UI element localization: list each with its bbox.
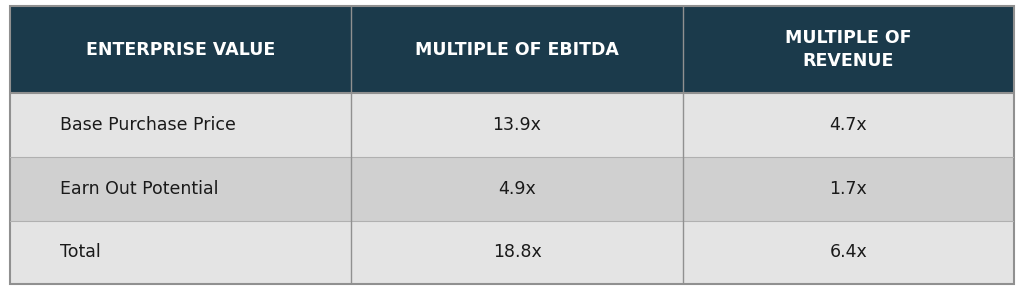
Bar bbox=[10, 6, 351, 93]
Bar bbox=[683, 6, 1014, 93]
Bar bbox=[10, 157, 351, 221]
Text: 18.8x: 18.8x bbox=[493, 243, 542, 261]
Text: MULTIPLE OF
REVENUE: MULTIPLE OF REVENUE bbox=[785, 29, 911, 70]
Bar bbox=[683, 157, 1014, 221]
Bar bbox=[351, 221, 683, 284]
Bar bbox=[10, 93, 351, 157]
Text: 4.9x: 4.9x bbox=[498, 180, 536, 198]
Bar bbox=[351, 157, 683, 221]
Text: ENTERPRISE VALUE: ENTERPRISE VALUE bbox=[86, 41, 275, 59]
Text: Earn Out Potential: Earn Out Potential bbox=[60, 180, 219, 198]
Text: 4.7x: 4.7x bbox=[829, 116, 867, 134]
Bar bbox=[351, 93, 683, 157]
Text: 6.4x: 6.4x bbox=[829, 243, 867, 261]
Bar bbox=[351, 6, 683, 93]
Text: MULTIPLE OF EBITDA: MULTIPLE OF EBITDA bbox=[415, 41, 618, 59]
Text: Total: Total bbox=[60, 243, 101, 261]
Text: 1.7x: 1.7x bbox=[829, 180, 867, 198]
Bar bbox=[683, 221, 1014, 284]
Text: 13.9x: 13.9x bbox=[493, 116, 542, 134]
Bar bbox=[10, 221, 351, 284]
Text: Base Purchase Price: Base Purchase Price bbox=[60, 116, 237, 134]
Bar bbox=[683, 93, 1014, 157]
